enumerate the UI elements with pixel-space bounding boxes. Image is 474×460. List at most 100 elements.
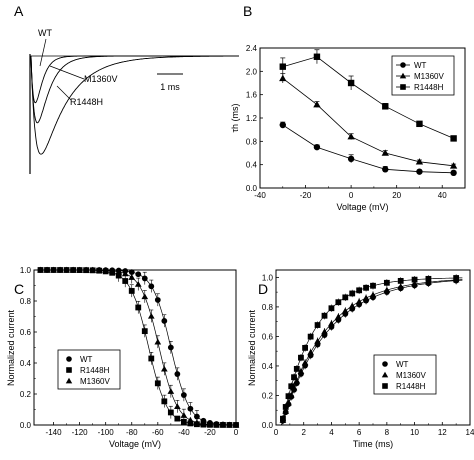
- data-point: [411, 280, 418, 287]
- x-tick-label: 12: [438, 428, 447, 437]
- data-point: [382, 103, 389, 110]
- legend-marker: [381, 371, 389, 378]
- legend-label: WT: [80, 355, 93, 364]
- data-point: [154, 297, 161, 303]
- boltzmann-fit: [40, 269, 236, 426]
- data-point: [154, 380, 161, 387]
- legend-label: R1448H: [80, 366, 110, 375]
- current-trace: [30, 55, 239, 124]
- legend: WT R1448H M1360V: [57, 349, 121, 390]
- y-axis-label: Normalized current: [6, 309, 16, 386]
- data-point: [187, 420, 194, 427]
- data-point: [108, 267, 116, 274]
- data-point: [411, 276, 418, 283]
- annotation-pointer: [39, 38, 47, 67]
- data-point: [321, 312, 328, 319]
- data-point: [134, 280, 142, 287]
- legend: WT M1360V R1448H: [373, 354, 437, 395]
- y-tick-label: 0.6: [20, 328, 32, 337]
- y-tick-label: 0.8: [20, 297, 32, 306]
- y-tick-label: 0.8: [246, 137, 258, 146]
- panel-label: A: [14, 3, 24, 19]
- data-point: [121, 270, 129, 277]
- data-point: [174, 371, 181, 377]
- data-point: [397, 277, 404, 284]
- x-tick-label: -120: [72, 428, 89, 437]
- data-point: [383, 286, 391, 293]
- data-point: [282, 404, 289, 410]
- x-tick-label: 0: [274, 428, 279, 437]
- data-point: [416, 120, 423, 128]
- exponential-fit: [281, 279, 463, 426]
- trace-annotation: R1448H: [70, 97, 103, 107]
- panel-c: C -140 -120 -100 -80 -60 -40 -20 0 0.0 0.2 0.4 0.6 0.…: [6, 266, 240, 449]
- y-tick-label: 0.2: [262, 391, 274, 400]
- data-point: [167, 344, 174, 351]
- data-point: [154, 338, 162, 345]
- data-point: [382, 166, 389, 173]
- x-axis-label: Voltage (mV): [109, 439, 161, 449]
- scale-bar-label: 1 ms: [160, 82, 180, 92]
- y-tick-label: 0.8: [262, 303, 274, 312]
- panel-label: C: [14, 281, 24, 297]
- data-point: [187, 405, 194, 412]
- data-point: [226, 421, 233, 428]
- y-axis-label: τh (ms): [230, 103, 240, 132]
- panel-label: B: [243, 3, 252, 19]
- current-trace: [30, 55, 239, 104]
- data-point: [37, 266, 44, 273]
- plot-frame: [33, 269, 237, 426]
- boltzmann-fit: [40, 269, 236, 426]
- data-point: [397, 283, 405, 290]
- y-tick-label: 0.4: [20, 359, 32, 368]
- x-axis-label: Voltage (mV): [336, 202, 388, 212]
- series-line: [282, 56, 454, 139]
- panel-label: D: [258, 281, 268, 297]
- y-tick-label: 0.4: [262, 362, 274, 371]
- legend-label: M1360V: [396, 371, 426, 380]
- y-tick-label: 0.4: [246, 161, 258, 170]
- data-point: [180, 392, 187, 398]
- data-point: [161, 398, 168, 405]
- y-tick-label: 0.0: [262, 421, 274, 430]
- data-point: [293, 377, 301, 384]
- data-point: [291, 374, 297, 381]
- data-point: [89, 266, 96, 273]
- data-point: [115, 268, 123, 275]
- y-tick-label: 0.0: [20, 421, 32, 430]
- data-point: [453, 275, 460, 281]
- legend-marker: [400, 84, 406, 90]
- data-point: [349, 290, 356, 297]
- boltzmann-fit: [40, 269, 236, 426]
- data-point: [63, 266, 70, 273]
- data-point: [122, 278, 129, 284]
- data-point: [307, 333, 314, 340]
- trace-annotation: M1360V: [84, 74, 118, 84]
- data-point: [115, 272, 122, 279]
- x-tick-label: -140: [46, 428, 63, 437]
- x-tick-label: 40: [438, 191, 447, 200]
- data-point: [369, 291, 377, 298]
- data-point: [174, 415, 181, 422]
- x-tick-label: -20: [204, 428, 216, 437]
- data-point: [328, 305, 335, 312]
- data-point: [200, 420, 207, 427]
- data-point: [313, 53, 321, 60]
- data-point: [167, 409, 174, 416]
- panel-d: D 0 2 4 6 8 10 12 14 0.0 0.2 0.4 0.6 0.8 1.0 Time (ms) N…: [247, 269, 474, 449]
- data-point: [363, 284, 369, 291]
- x-tick-label: 20: [392, 191, 401, 200]
- data-point: [313, 143, 321, 151]
- data-point: [313, 100, 321, 108]
- legend-marker: [382, 361, 388, 367]
- data-point: [347, 79, 355, 87]
- data-point: [180, 418, 187, 425]
- data-point: [76, 266, 83, 273]
- series-line: [282, 77, 454, 167]
- data-point: [194, 413, 200, 420]
- data-point: [279, 74, 287, 82]
- legend: WT M1360V R1448H: [391, 55, 455, 96]
- data-point: [82, 266, 90, 273]
- data-point: [141, 328, 148, 335]
